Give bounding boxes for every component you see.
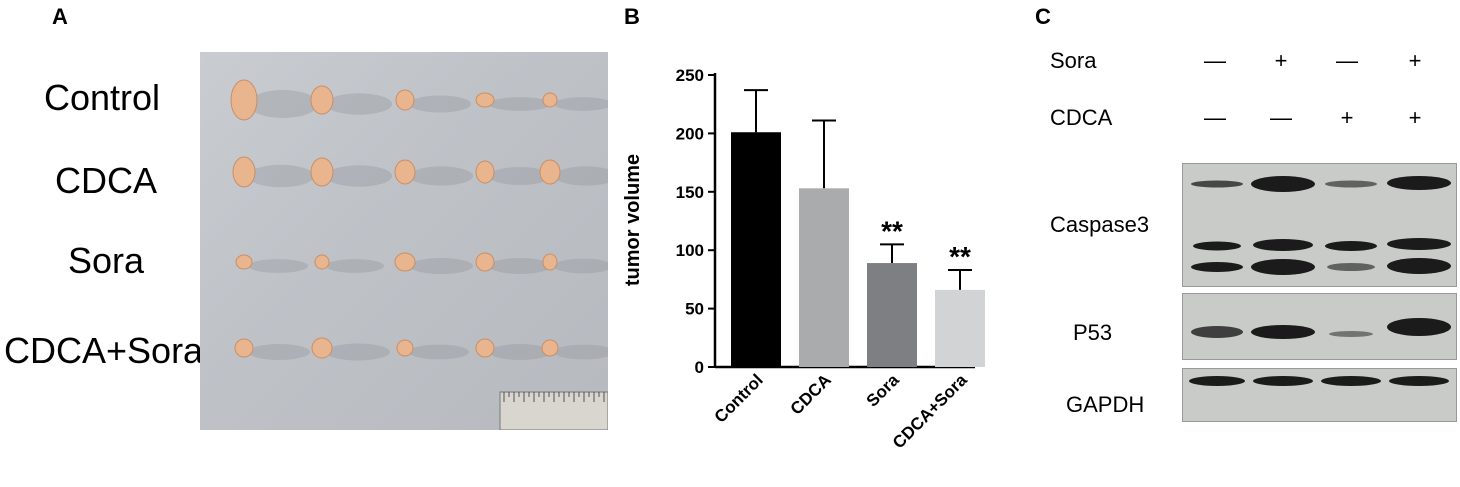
tumor-shadow [554,258,612,274]
y-tick-label: 50 [685,300,704,319]
tumor-shadow [409,258,473,274]
treatment-label-sora: Sora [1050,48,1097,73]
tumor-sample [314,254,330,270]
tumor-sample [396,339,414,357]
tumor-shadow [489,344,551,360]
x-tick-label: Control [711,370,767,426]
tumor-shadow [554,97,612,111]
bar-sora [867,263,917,367]
blot-gapdh [1182,368,1457,422]
tumor-sample [475,92,495,108]
ruler [499,391,609,431]
tumor-shadow [554,344,614,360]
tumor-photo-drawing [230,79,618,431]
tumor-shadow [554,166,618,186]
tumor-sample [541,339,559,357]
panel-letter-a: A [52,4,68,29]
tumor-sample [542,253,558,271]
blot-caspase3 [1182,163,1457,287]
panel-letter-b: B [624,4,640,29]
sign-sora-lane4: + [1408,48,1422,73]
tumor-shadow [489,258,551,274]
tumor-sample [475,338,495,358]
tumor-sample [394,159,416,185]
y-tick-label: 150 [676,183,704,202]
y-tick-label: 200 [676,124,704,143]
tumor-sample [395,89,415,111]
tumor-sample [311,337,333,359]
tumor-shadow [489,97,551,111]
y-tick-label: 0 [695,358,704,377]
x-tick-label: CDCA [787,370,835,418]
y-tick-label: 100 [676,241,704,260]
tumor-shadow [409,166,473,186]
tumor-shadow [409,95,471,113]
tumor-shadow [248,259,308,273]
tumor-sample [234,338,254,358]
tumor-sample [310,85,334,115]
row-label-control: Control [44,77,161,118]
tumor-sample [539,159,561,185]
significance-marker: ** [949,241,971,272]
tumor-shadow [248,164,314,188]
tumor-sample [230,79,258,121]
bar-cdca [799,188,849,367]
bar-chart: tumor volume 0 50 100 150 200 250 Control CDCA *… [622,66,985,452]
tumor-shadow [409,344,469,360]
tumor-shadow [326,93,392,115]
y-axis-label: tumor volume [622,154,644,286]
tumor-sample [394,252,416,272]
blot-p53 [1182,293,1457,360]
tumor-sample [475,252,495,272]
tumor-sample [310,157,334,187]
sign-sora-lane3: — [1336,48,1358,73]
sign-sora-lane1: — [1204,48,1226,73]
tumor-photo [200,52,618,431]
panel-letter-c: C [1035,4,1051,29]
significance-marker: ** [881,215,903,246]
sign-cdca-lane2: — [1270,105,1292,130]
tumor-sample [475,160,495,184]
tumor-sample [232,156,256,188]
tumor-shadow [326,343,390,361]
row-label-cdca: CDCA [55,160,158,201]
sign-cdca-lane3: + [1340,105,1354,130]
sign-cdca-lane4: + [1408,105,1422,130]
row-label-sora: Sora [68,240,145,281]
tumor-sample [542,92,558,108]
blot-label-caspase3: Caspase3 [1050,212,1150,237]
tumor-shadow [248,90,318,118]
blot-label-gapdh: GAPDH [1066,392,1145,417]
y-tick-label: 250 [676,66,704,85]
tumor-shadow [489,166,551,186]
bar-control [731,132,781,367]
tumor-shadow [326,259,384,273]
row-label-cdca-sora: CDCA+Sora [4,330,204,371]
sign-cdca-lane1: — [1204,105,1226,130]
tumor-shadow [326,165,392,187]
blot-label-p53: P53 [1073,320,1113,345]
x-tick-label: Sora [863,370,904,411]
tumor-sample [235,254,253,270]
treatment-label-cdca: CDCA [1050,105,1113,130]
sign-sora-lane2: + [1274,48,1288,73]
tumor-shadow [248,344,310,360]
bar-cdca-sora [935,289,985,367]
